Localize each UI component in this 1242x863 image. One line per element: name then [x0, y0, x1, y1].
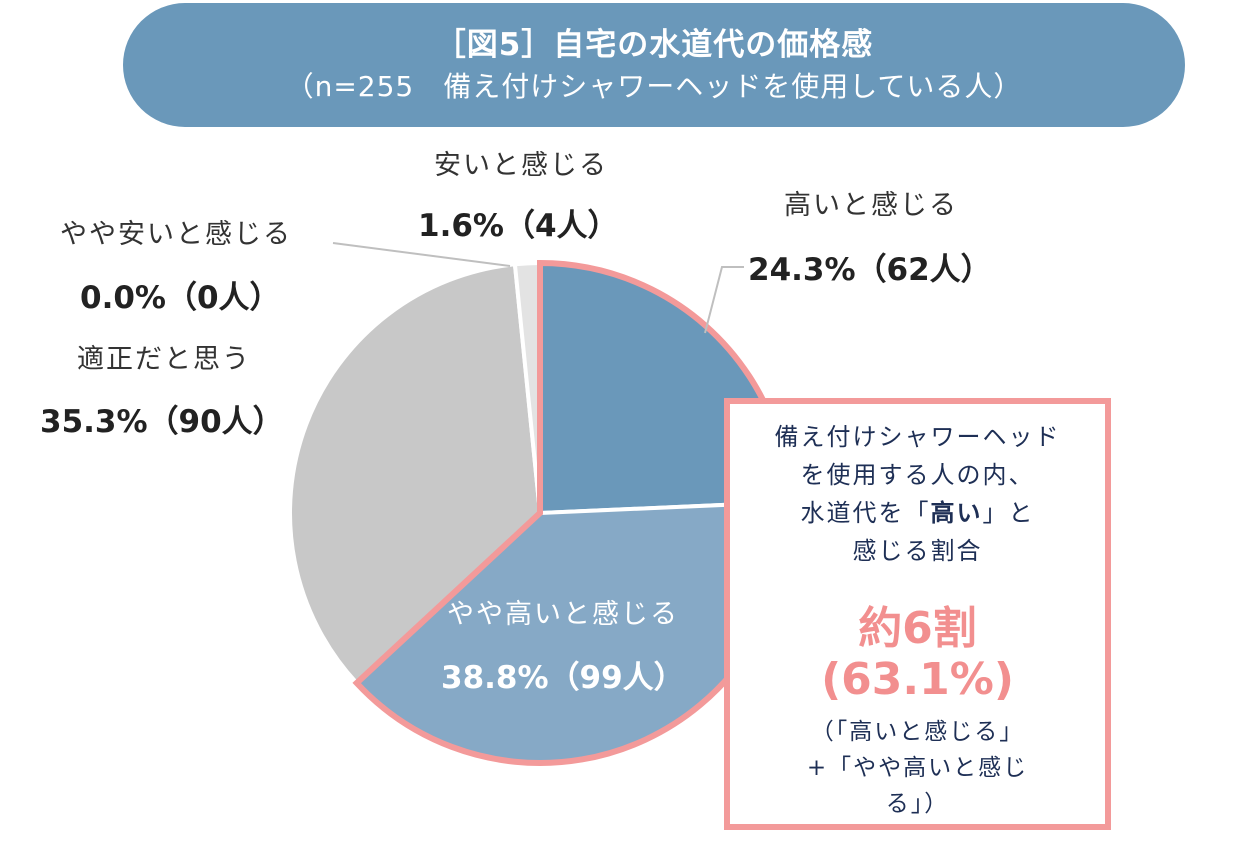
callout-desc-line2: を使用する人の内、: [800, 461, 1035, 489]
slice-value-high: 24.3%（62人）: [748, 252, 992, 288]
title-banner: ［図5］自宅の水道代の価格感 （n=255 備え付けシャワーヘッドを使用している…: [123, 3, 1185, 127]
callout-note: （「高いと感じる」 +「やや高いと感じ る」）: [770, 714, 1065, 822]
slice-value-slightly-high: 38.8%（99人）: [441, 660, 685, 696]
callout-desc-line3-post: 」と: [982, 499, 1035, 527]
callout-desc-line3-pre: 水道代を「: [800, 499, 931, 527]
callout-percent: (63.1%): [821, 654, 1014, 705]
slice-label-cheap: 安いと感じる: [434, 150, 608, 181]
chart-title: ［図5］自宅の水道代の価格感: [434, 27, 874, 63]
callout-desc-line1: 備え付けシャワーヘッド: [774, 423, 1061, 451]
slice-label-high: 高いと感じる: [784, 190, 958, 221]
slice-appropriate: [288, 262, 543, 686]
callout-note-line3: る」）: [885, 791, 950, 817]
callout-note-line2: +「やや高いと感じ: [806, 755, 1029, 781]
callout-headline: 約6割: [858, 603, 977, 654]
summary-callout: 備え付けシャワーヘッド を使用する人の内、 水道代を「高い」と 感じる割合 約6…: [724, 398, 1111, 830]
slice-value-slightly-cheap: 0.0%（0人）: [80, 280, 281, 316]
callout-description: 備え付けシャワーヘッド を使用する人の内、 水道代を「高い」と 感じる割合: [730, 418, 1105, 570]
leader-line-slightly-cheap: [332, 242, 511, 267]
slice-label-slightly-high: やや高いと感じる: [447, 599, 679, 630]
callout-desc-line4: 感じる割合: [852, 537, 983, 565]
chart-subtitle: （n=255 備え付けシャワーヘッドを使用している人）: [285, 70, 1023, 103]
slice-value-appropriate: 35.3%（90人）: [40, 404, 284, 440]
callout-desc-line3: 水道代を「高い」と: [730, 494, 1105, 532]
callout-desc-line3-bold: 高い: [930, 499, 983, 527]
leader-line-high: [704, 266, 744, 334]
slice-label-appropriate: 適正だと思う: [77, 344, 251, 375]
slice-value-cheap: 1.6%（4人）: [418, 208, 619, 244]
callout-note-line1: （「高いと感じる」: [810, 719, 1025, 745]
slice-label-slightly-cheap: やや安いと感じる: [60, 219, 292, 250]
